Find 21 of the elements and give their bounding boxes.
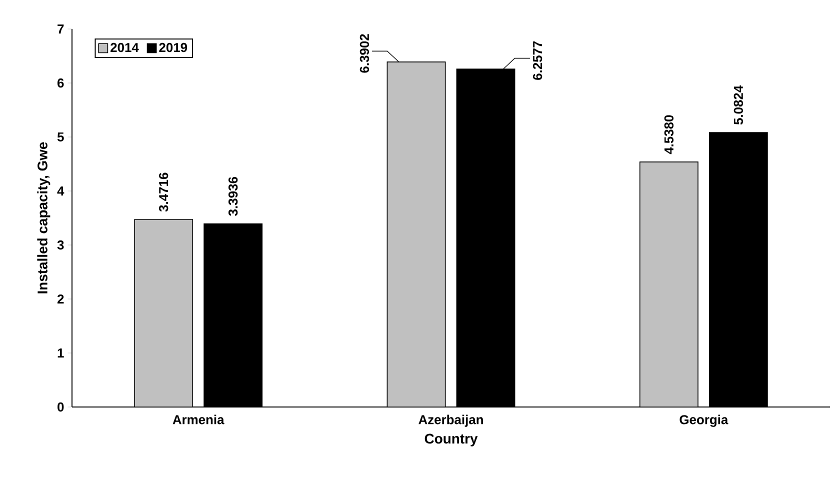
data-label: 3.4716 xyxy=(158,172,168,212)
legend-label: 2019 xyxy=(159,42,188,52)
data-label: 6.2577 xyxy=(532,41,542,80)
y-axis-title: Installed capacity, Gwe xyxy=(37,142,50,294)
y-tick-label: 5 xyxy=(57,132,64,142)
x-tick-label: Armenia xyxy=(172,414,224,424)
y-tick-label: 3 xyxy=(57,240,64,250)
data-label: 6.3902 xyxy=(360,34,370,73)
y-tick-label: 0 xyxy=(58,402,64,412)
y-tick-label: 7 xyxy=(58,24,64,34)
data-label: 4.5380 xyxy=(664,115,674,154)
y-tick-label: 2 xyxy=(57,294,64,304)
legend-label: 2014 xyxy=(110,42,139,52)
data-label: 3.3936 xyxy=(228,177,238,216)
x-tick-label: Azerbaijan xyxy=(418,414,483,427)
data-label: 5.0824 xyxy=(734,85,743,125)
y-tick-label: 6 xyxy=(57,78,64,88)
y-tick-label: 1 xyxy=(58,348,64,358)
y-tick-label: 4 xyxy=(57,186,64,196)
x-tick-label: Georgia xyxy=(680,414,728,427)
x-axis-title: Country xyxy=(424,434,478,446)
